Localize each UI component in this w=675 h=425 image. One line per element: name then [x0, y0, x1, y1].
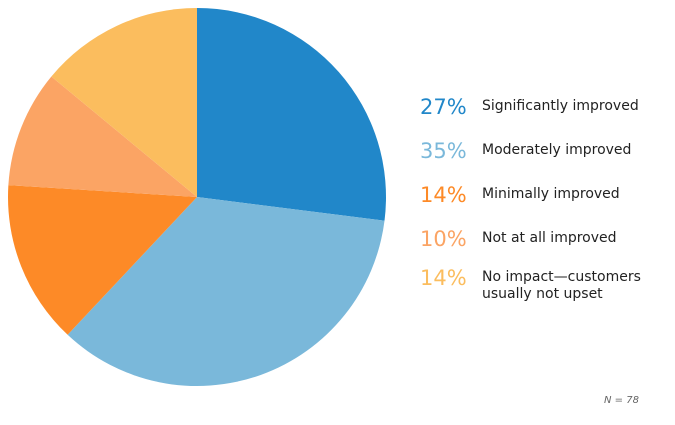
legend-label: Significantly improved [482, 98, 639, 114]
legend-value: 10% [420, 227, 467, 251]
legend-label: No impact—customers usually not upset [482, 269, 641, 302]
pie-slice [197, 8, 387, 221]
pie-slice [67, 197, 385, 387]
legend-label: Not at all improved [482, 230, 617, 246]
legend-label: Minimally improved [482, 186, 620, 202]
pie-slice [7, 185, 198, 335]
note: N = 78 [604, 395, 639, 406]
legend-item: 27% Significantly improved [420, 95, 652, 119]
legend-label: Moderately improved [482, 142, 632, 158]
pie-slice [8, 76, 197, 197]
pie-slice [51, 8, 197, 197]
legend-item: 35% Moderately improved [420, 139, 652, 163]
legend-value: 14% [420, 183, 467, 207]
legend-value: 35% [420, 139, 467, 163]
legend-value: 14% [420, 266, 467, 290]
legend-value: 27% [420, 95, 467, 119]
legend-item: 14% Minimally improved [420, 183, 652, 207]
legend-item: 10% Not at all improved [420, 227, 652, 251]
legend-item: 14% No impact—customers usually not upset [420, 266, 652, 303]
